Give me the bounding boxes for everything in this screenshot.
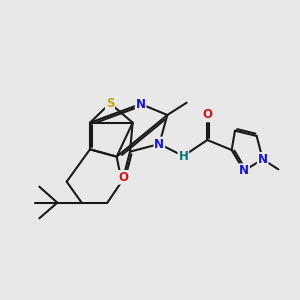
Text: H: H [178, 149, 188, 163]
Text: N: N [239, 164, 249, 177]
Text: S: S [106, 97, 114, 110]
Text: O: O [118, 171, 128, 184]
Text: O: O [202, 109, 212, 122]
Text: N: N [258, 153, 268, 166]
Text: N: N [136, 98, 146, 110]
Text: N: N [154, 137, 164, 151]
Text: methyl: methyl [0, 299, 1, 300]
